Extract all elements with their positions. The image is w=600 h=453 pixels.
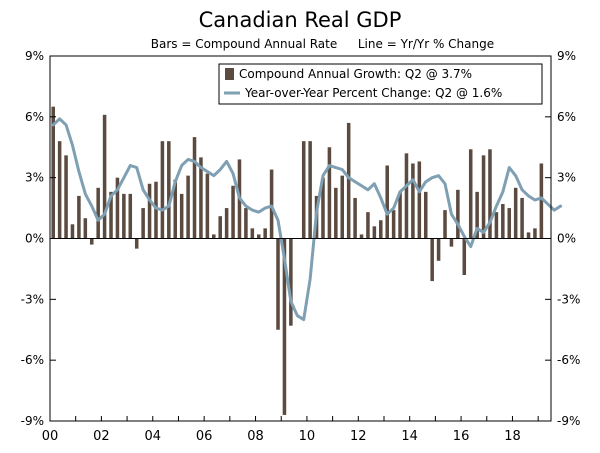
x-tick-label: 12 — [350, 429, 367, 444]
legend-line-label: Year-over-Year Percent Change: Q2 @ 1.6% — [244, 86, 502, 100]
bar — [507, 208, 511, 238]
bar — [366, 212, 370, 238]
y-tick-label-right: 3% — [557, 171, 576, 185]
bar — [270, 170, 274, 239]
bar — [257, 234, 261, 238]
legend-bar-label: Compound Annual Growth: Q2 @ 3.7% — [239, 67, 472, 81]
bar — [411, 163, 415, 238]
x-tick-label: 06 — [196, 429, 213, 444]
bar — [353, 198, 357, 239]
y-tick-label-left: 0% — [25, 232, 44, 246]
y-tick-label-right: 9% — [557, 49, 576, 63]
bar — [64, 155, 68, 238]
y-tick-label-left: -9% — [21, 414, 44, 428]
bar — [302, 141, 306, 238]
bar — [77, 196, 81, 239]
bar — [193, 137, 197, 238]
bar — [443, 210, 447, 238]
x-tick-label: 18 — [504, 429, 521, 444]
chart-title: Canadian Real GDP — [199, 8, 402, 32]
bar — [251, 228, 255, 238]
bar — [514, 188, 518, 239]
bar — [463, 239, 467, 276]
bar — [482, 155, 486, 238]
x-tick-label: 04 — [144, 429, 161, 444]
x-tick-label: 10 — [299, 429, 316, 444]
x-tick-label: 02 — [93, 429, 110, 444]
bar — [430, 239, 434, 282]
bar — [167, 141, 171, 238]
bar — [141, 208, 145, 238]
bar — [405, 153, 409, 238]
x-tick-label: 08 — [247, 429, 264, 444]
y-tick-label-left: -6% — [21, 353, 44, 367]
y-tick-label-left: 3% — [25, 171, 44, 185]
bar — [71, 224, 75, 238]
bar — [148, 184, 152, 239]
x-tick-label: 00 — [42, 429, 59, 444]
bar — [520, 198, 524, 239]
x-tick-label: 16 — [453, 429, 470, 444]
bar — [328, 147, 332, 238]
y-tick-label-right: 6% — [557, 110, 576, 124]
bar — [103, 115, 107, 239]
bar — [533, 228, 537, 238]
bar — [392, 210, 396, 238]
chart-legend: Compound Annual Growth: Q2 @ 3.7% Year-o… — [219, 64, 542, 104]
bar — [263, 228, 267, 238]
bar — [58, 141, 62, 238]
y-tick-label-right: 0% — [557, 232, 576, 246]
bar — [225, 208, 229, 238]
bar — [469, 149, 473, 238]
bar — [180, 194, 184, 239]
bar — [373, 226, 377, 238]
bar — [379, 220, 383, 238]
bar — [51, 107, 55, 239]
bar — [154, 182, 158, 239]
bar — [334, 188, 338, 239]
bar — [495, 212, 499, 238]
legend-bar-swatch — [225, 68, 234, 80]
y-tick-label-right: -6% — [557, 353, 580, 367]
bar — [90, 239, 94, 245]
bar — [129, 194, 133, 239]
chart-subtitle-bars: Bars = Compound Annual Rate — [151, 37, 338, 51]
y-tick-label-right: -3% — [557, 292, 580, 306]
bar — [244, 208, 248, 238]
bar — [424, 192, 428, 239]
bar — [527, 232, 531, 238]
bar — [231, 186, 235, 239]
bar — [450, 239, 454, 247]
bar — [418, 161, 422, 238]
bar — [122, 194, 126, 239]
bar — [218, 216, 222, 238]
bar — [360, 234, 364, 238]
bar — [437, 239, 441, 261]
bar — [347, 123, 351, 239]
bar — [385, 166, 389, 239]
y-tick-label-left: 6% — [25, 110, 44, 124]
bar — [501, 204, 505, 238]
y-tick-label-right: -9% — [557, 414, 580, 428]
x-tick-label: 14 — [401, 429, 418, 444]
chart-subtitle-line: Line = Yr/Yr % Change — [358, 37, 494, 51]
bar — [308, 141, 312, 238]
bar — [135, 239, 139, 249]
bar — [161, 141, 165, 238]
y-tick-label-left: -3% — [21, 292, 44, 306]
bar — [289, 239, 293, 326]
bar — [456, 190, 460, 239]
bar — [276, 239, 280, 330]
bar — [212, 234, 216, 238]
y-tick-label-left: 9% — [25, 49, 44, 63]
axes: -9% -9% -6% -6% -3% -3% 0% 0% 3% 3% 6% 6% 9% 9% 00 02 04… — [21, 49, 581, 444]
plot-area — [51, 107, 560, 415]
bar — [186, 176, 190, 239]
bar — [84, 218, 88, 238]
bar — [206, 174, 210, 239]
bar — [340, 176, 344, 239]
bar — [96, 188, 100, 239]
